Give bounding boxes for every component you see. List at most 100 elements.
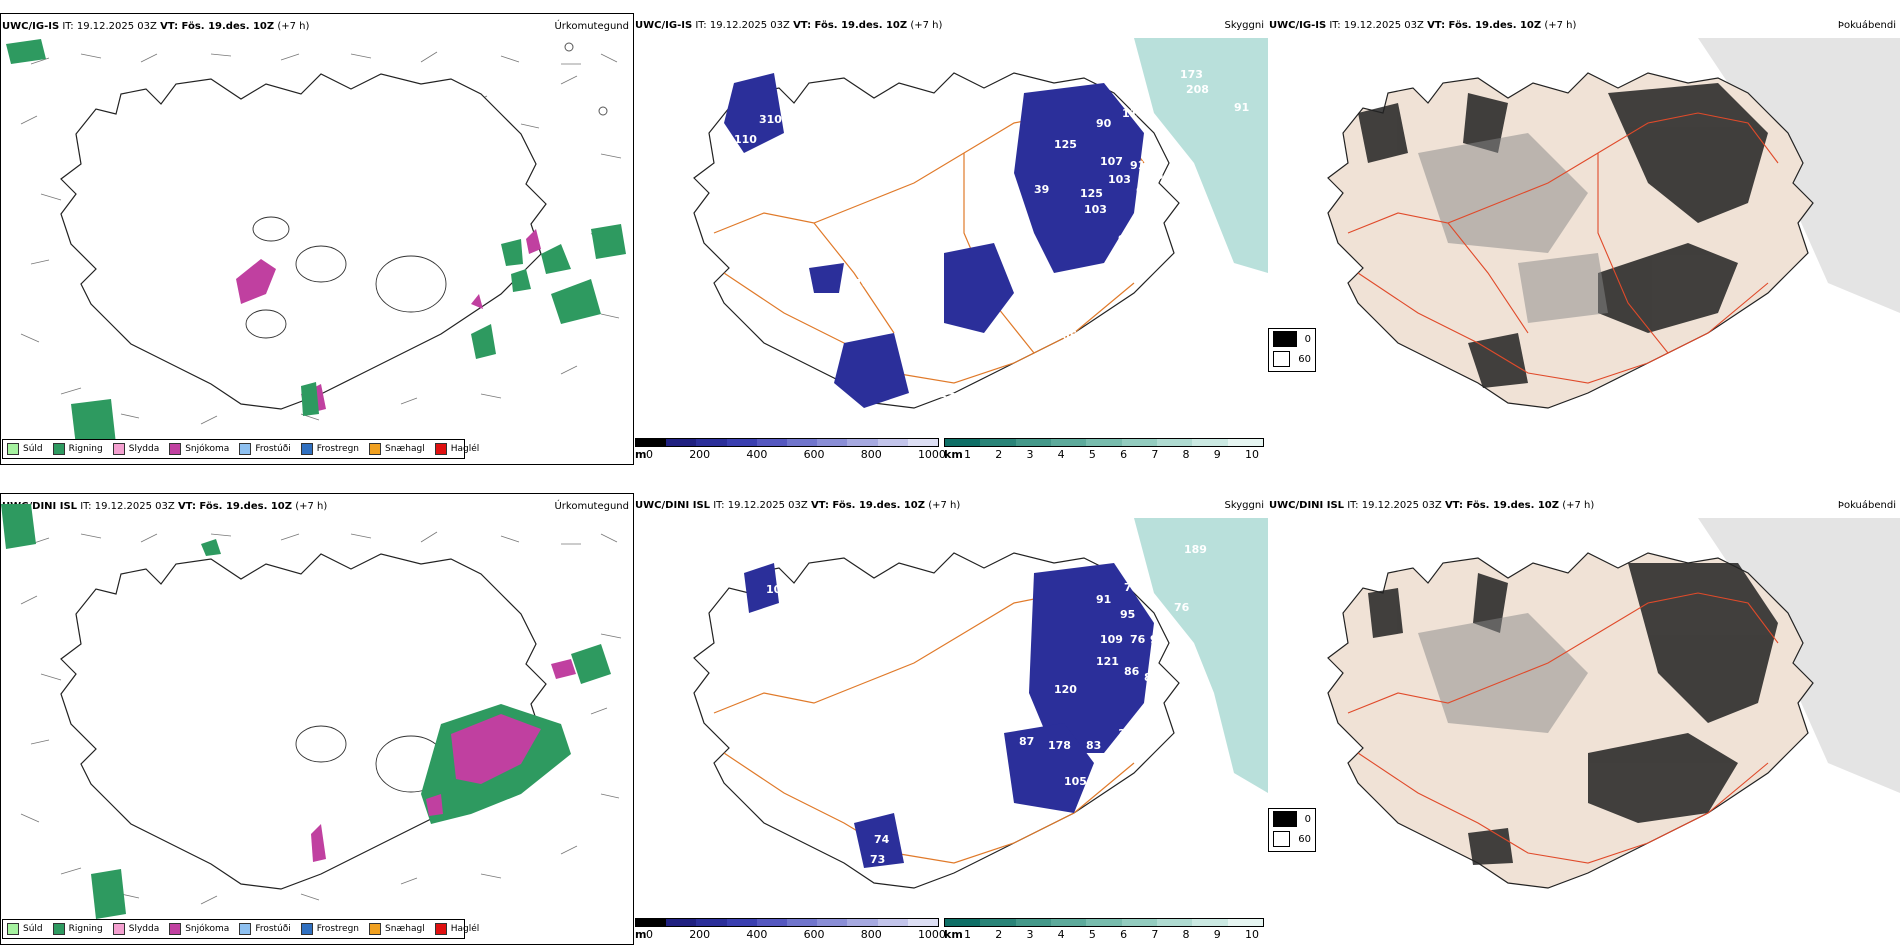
precip-map [6, 39, 626, 446]
ceiling-colorbar [635, 918, 939, 927]
fog-panel-bottom: UWC/DINI ISL IT: 19.12.2025 03Z VT: Fös.… [1268, 493, 1900, 945]
ceiling-unit: m [635, 448, 647, 461]
forecast-header: UWC/DINI ISL IT: 19.12.2025 03Z VT: Fös.… [1269, 500, 1595, 511]
iceland-outline [60, 73, 547, 410]
cloud-labels: 189 91 77 95 76 109 76 90 121 86 89 87 1… [766, 543, 1207, 866]
legend-item: Haglél [434, 923, 479, 935]
legend-item: Frostregn [300, 923, 359, 935]
legend-swatch [52, 923, 65, 935]
legend-swatch [7, 923, 19, 935]
visibility-ticks: 1 2 3 4 5 6 7 8 9 10 [964, 928, 1259, 941]
cloud-label: 89 [1144, 671, 1159, 684]
panel-title: Þokuábendi [1837, 20, 1896, 31]
precip-snow [311, 659, 576, 862]
legend-swatch [52, 443, 65, 455]
panel-title: Úrkomutegund [554, 21, 629, 32]
cloud-label: 77 [1124, 581, 1139, 594]
fog-panel-top: UWC/IG-IS IT: 19.12.2025 03Z VT: Fös. 19… [1268, 13, 1900, 465]
legend-swatch [7, 443, 19, 455]
cloud-label: 82 [916, 348, 931, 361]
cloud-label: 310 [759, 113, 782, 126]
cloud-label: 96 [1074, 271, 1090, 284]
cloud-label: 120 [1054, 683, 1077, 696]
cloud-label: 97 [1118, 233, 1133, 246]
cloud-label: 125 [1054, 138, 1077, 151]
cloud-label: 91 [1136, 185, 1151, 198]
legend-swatch [169, 923, 182, 935]
cloud-label: 83 [1086, 739, 1101, 752]
cloud-label: 73 [870, 853, 885, 866]
legend-swatch [300, 443, 313, 455]
cloud-label: 57 [940, 391, 955, 404]
visibility-colorbar [944, 918, 1264, 927]
cloud-label: 121 [1096, 655, 1119, 668]
legend-item: Frostúði [239, 923, 291, 935]
cloud-panel-bottom: UWC/DINI ISL IT: 19.12.2025 03Z VT: Fös.… [634, 493, 1268, 945]
cloud-label: 189 [1184, 543, 1207, 556]
legend-item: Frostregn [300, 443, 359, 455]
forecast-header: UWC/DINI ISL IT: 19.12.2025 03Z VT: Fös.… [2, 501, 328, 512]
roads [1347, 592, 1779, 864]
cloud-label: 101 [1014, 263, 1037, 276]
cloud-label: 87 [1019, 735, 1034, 748]
fog-legend: 0 60 [1268, 808, 1316, 852]
precip-map [1, 504, 622, 919]
fog-grey [1418, 133, 1608, 323]
precip-rain [6, 39, 626, 446]
legend-swatch [369, 923, 382, 935]
cloud-label: 86 [1148, 169, 1164, 182]
cloud-label: 103 [1108, 173, 1131, 186]
cloud-label: 109 [1100, 633, 1123, 646]
cloud-label: 76 [1174, 601, 1190, 614]
cloud-label: 76 [1130, 633, 1146, 646]
forecast-header: UWC/IG-IS IT: 19.12.2025 03Z VT: Fös. 19… [635, 20, 943, 31]
cloud-label: 110 [1122, 107, 1145, 120]
legend-item: Frostúði [239, 443, 291, 455]
panel-title: Skyggni [1224, 500, 1264, 511]
wind-barbs [20, 531, 622, 905]
cloud-label: 100 [766, 583, 789, 596]
legend-swatch [434, 923, 447, 935]
cloud-label: 105 [1064, 775, 1087, 788]
cloud-label: 74 [874, 833, 890, 846]
cloud-label: 149 [1046, 279, 1069, 292]
cloud-label: 90 [1096, 117, 1112, 130]
ceiling-colorbar [635, 438, 939, 447]
roads [1347, 112, 1779, 384]
fog-map [1327, 518, 1900, 889]
legend-item: Snæhagl [369, 923, 425, 935]
cloud-label: 90 [1150, 633, 1166, 646]
sea-fog [1134, 38, 1268, 273]
cloud-label: 68 [944, 369, 959, 382]
precip-panel-top: UWC/IG-IS IT: 19.12.2025 03Z VT: Fös. 19… [0, 13, 634, 465]
cloud-label: 208 [1186, 83, 1209, 96]
visibility-unit: km [944, 928, 963, 941]
fog-swatch [1273, 831, 1291, 847]
forecast-header: UWC/IG-IS IT: 19.12.2025 03Z VT: Fös. 19… [2, 21, 310, 32]
cloud-label: 39 [1034, 183, 1049, 196]
cloud-label: 76 [854, 277, 870, 290]
fog-legend: 0 60 [1268, 328, 1316, 372]
forecast-header: UWC/DINI ISL IT: 19.12.2025 03Z VT: Fös.… [635, 500, 961, 511]
ceiling-unit: m [635, 928, 647, 941]
cloud-label: 30 [1118, 727, 1134, 740]
precip-panel-bottom: UWC/DINI ISL IT: 19.12.2025 03Z VT: Fös.… [0, 493, 634, 945]
cloud-label: 80 [940, 352, 956, 365]
cloud-label: 50 [918, 365, 934, 378]
low-cloud [744, 563, 1154, 868]
fog-swatch [1273, 331, 1297, 347]
legend-item: Slydda [112, 443, 159, 455]
legend-item: Súld [7, 443, 43, 455]
fog-swatch [1273, 351, 1291, 367]
cloud-label: 110 [734, 133, 757, 146]
legend-swatch [434, 443, 447, 455]
precip-legend: Súld Rigning Slydda Snjókoma Frostúði Fr… [2, 919, 479, 939]
legend-swatch [239, 923, 252, 935]
cloud-label: 107 [1100, 155, 1123, 168]
cloud-label: 178 [1048, 739, 1071, 752]
cloud-labels: 310 110 90 110 173 208 91 125 107 91 86 … [734, 68, 1249, 404]
cloud-map: 310 110 90 110 173 208 91 125 107 91 86 … [693, 38, 1268, 409]
cloud-panel-top: UWC/IG-IS IT: 19.12.2025 03Z VT: Fös. 19… [634, 13, 1268, 465]
fog-grey [1418, 613, 1588, 733]
cloud-label: 95 [1120, 608, 1135, 621]
